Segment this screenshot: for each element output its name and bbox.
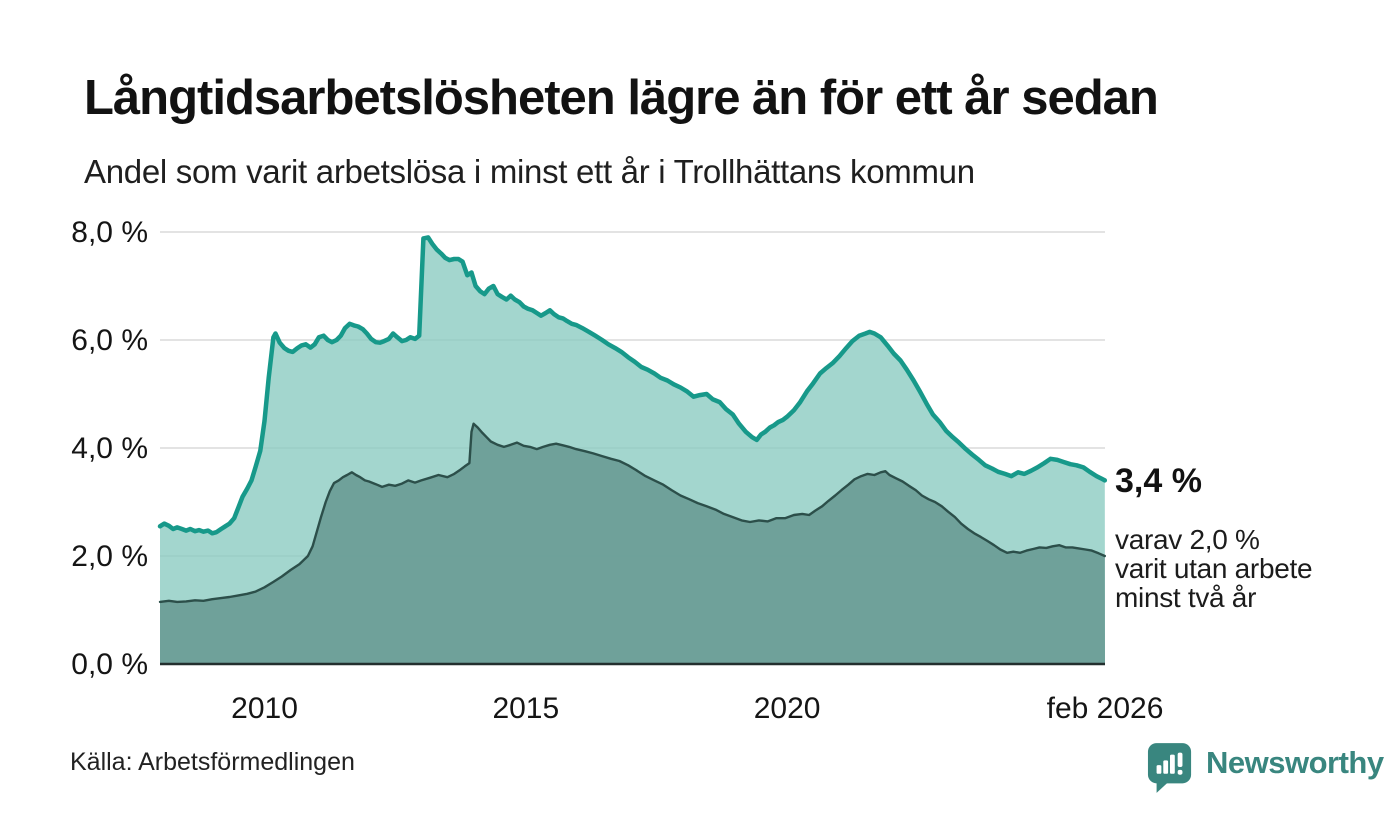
y-axis-label: 8,0 % (71, 216, 148, 249)
annotation-detail-line: varav 2,0 % (1115, 524, 1260, 555)
y-axis-label: 2,0 % (71, 540, 148, 573)
series-line-two-years (158, 422, 1106, 604)
y-axis-label: 4,0 % (71, 432, 148, 465)
chart-title: Långtidsarbetslösheten lägre än för ett … (84, 71, 1159, 125)
series-area-two-years (160, 423, 1105, 664)
series-line-one-year (157, 235, 1108, 536)
newsworthy-icon (1147, 743, 1192, 793)
x-axis-label: 2020 (754, 692, 821, 725)
x-axis-label: feb 2026 (1047, 692, 1164, 725)
chart-subtitle: Andel som varit arbetslösa i minst ett å… (84, 153, 975, 190)
y-axis-label: 6,0 % (71, 324, 148, 357)
x-axis-label: 2010 (231, 692, 298, 725)
y-axis-label: 0,0 % (71, 648, 148, 681)
annotation-detail-line: varit utan arbete (1115, 553, 1313, 584)
end-value-annotation: 3,4 % varav 2,0 % varit utan arbete mins… (1115, 462, 1385, 612)
annotation-detail: varav 2,0 % varit utan arbete minst två … (1115, 525, 1385, 612)
annotation-detail-line: minst två år (1115, 582, 1257, 613)
newsworthy-logo: Newsworthy (1147, 742, 1384, 794)
x-axis-label: 2015 (492, 692, 559, 725)
source-note: Källa: Arbetsförmedlingen (70, 748, 355, 776)
annotation-value: 3,4 % (1115, 462, 1202, 500)
newsworthy-wordmark: Newsworthy (1206, 745, 1384, 780)
